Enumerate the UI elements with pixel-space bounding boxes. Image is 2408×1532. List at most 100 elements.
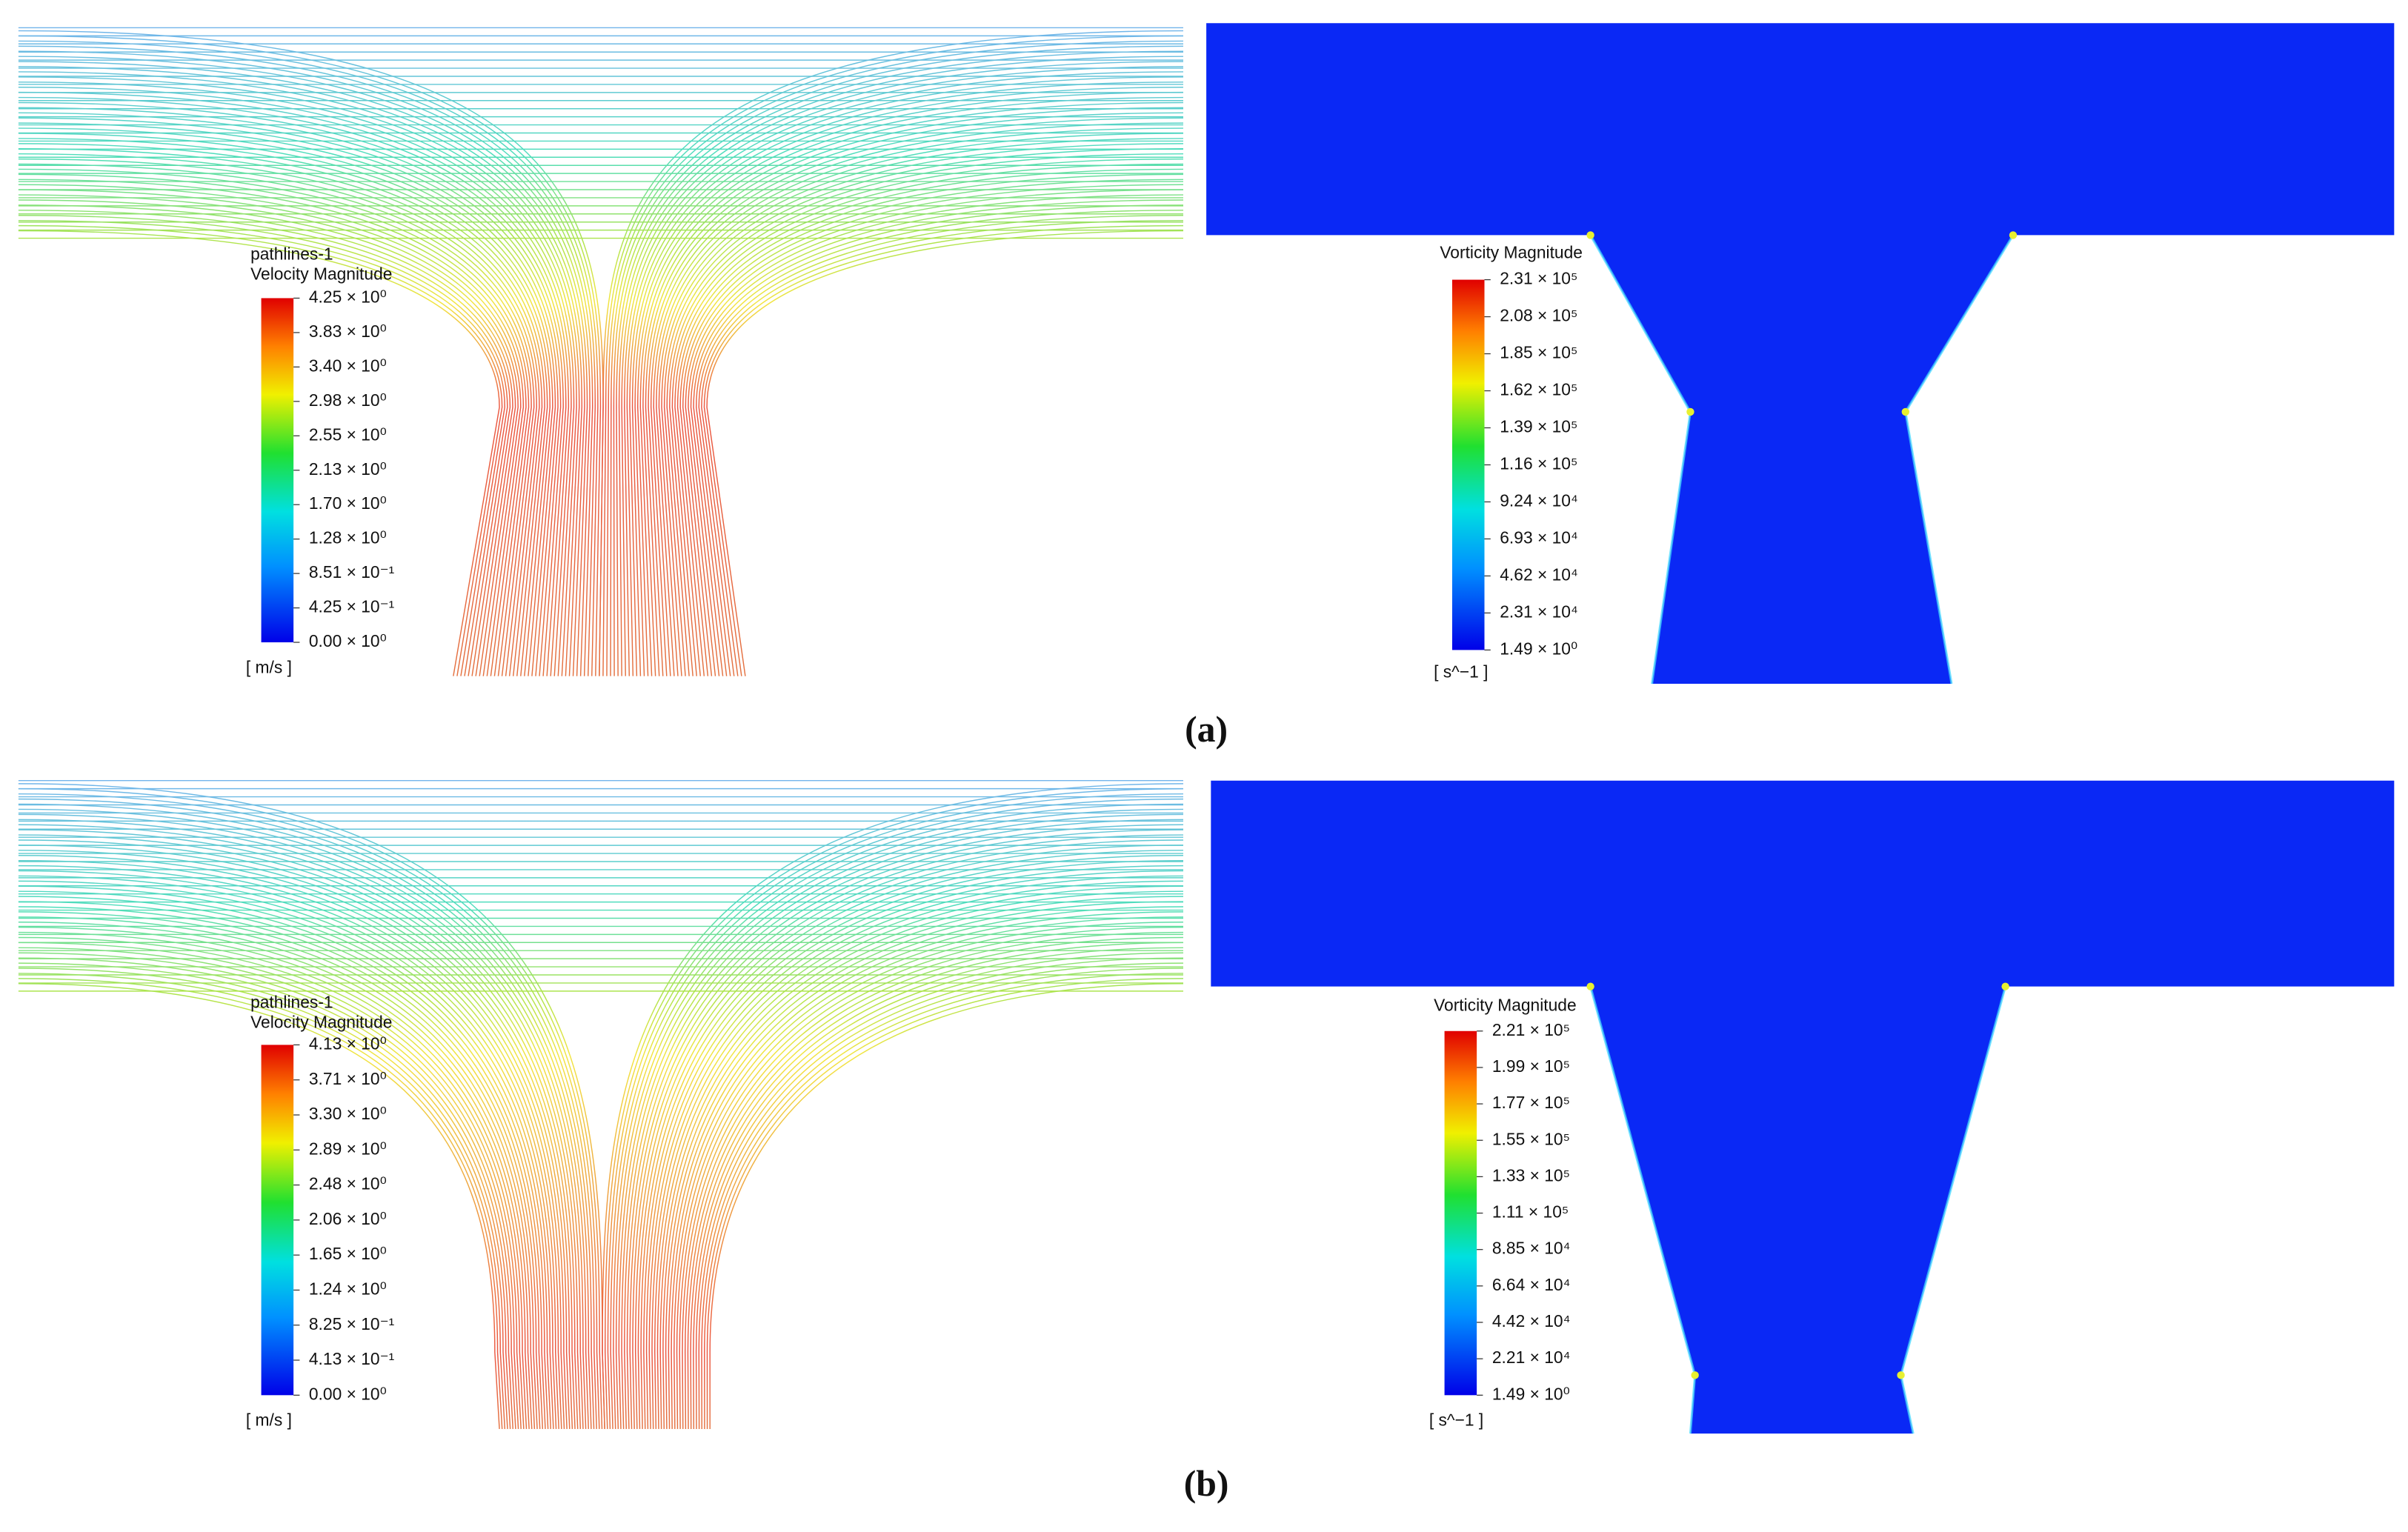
pathline	[18, 808, 592, 1429]
pathline	[658, 138, 1184, 676]
pathline	[18, 30, 604, 676]
pathline	[662, 896, 1184, 1429]
pathline	[18, 983, 500, 1429]
pathline	[18, 803, 595, 1429]
legend-level: 8.25 × 10⁻¹	[309, 1314, 395, 1333]
pathline	[18, 71, 583, 676]
legend-quantity: Vorticity Magnitude	[1434, 996, 1577, 1015]
pathline	[18, 896, 546, 1429]
hotspot	[1686, 407, 1694, 416]
legend-level: 2.21 × 10⁴	[1492, 1348, 1571, 1367]
pathline	[690, 199, 1184, 676]
hotspot	[1897, 1371, 1905, 1379]
colorbar	[1444, 1030, 1477, 1396]
pathline	[18, 199, 516, 676]
pathlines	[18, 779, 1184, 1429]
legend-level: 2.98 × 10⁰	[309, 390, 387, 410]
legend-level: 1.70 × 10⁰	[309, 493, 387, 513]
pathline	[18, 184, 525, 676]
pathline	[18, 56, 591, 676]
pathline	[18, 839, 576, 1429]
pathline	[18, 885, 551, 1429]
pathline	[18, 973, 506, 1429]
legend-level: 1.24 × 10⁰	[309, 1279, 387, 1298]
pathline	[18, 911, 538, 1429]
pathline	[18, 66, 585, 676]
pathline	[18, 855, 568, 1429]
pathline	[624, 824, 1184, 1429]
legend-level: 2.06 × 10⁰	[309, 1209, 387, 1228]
pathline	[685, 189, 1184, 676]
pathline	[18, 153, 540, 676]
legend-unit: [ m/s ]	[246, 657, 292, 676]
legend-level: 1.99 × 10⁵	[1492, 1056, 1570, 1076]
pathline	[701, 219, 1184, 676]
pathline	[690, 947, 1184, 1429]
pathline	[654, 880, 1184, 1429]
pathline	[18, 922, 533, 1429]
legend-level: 3.30 × 10⁰	[309, 1104, 387, 1123]
pathline	[661, 143, 1184, 676]
pathline	[624, 71, 1184, 676]
legend-level: 8.51 × 10⁻¹	[309, 562, 395, 582]
pathline	[18, 117, 559, 676]
pathline	[18, 35, 602, 676]
pathline	[643, 859, 1184, 1429]
legend-level: 4.25 × 10⁻¹	[309, 597, 395, 616]
pathline	[18, 936, 525, 1429]
legend-level: 3.83 × 10⁰	[309, 322, 387, 341]
pathline	[639, 101, 1184, 676]
pathline	[665, 901, 1184, 1429]
pathline	[671, 163, 1184, 676]
pathline	[18, 880, 554, 1429]
pathline	[18, 219, 505, 676]
pathline	[18, 204, 513, 676]
pathline	[18, 122, 556, 676]
pathline	[618, 61, 1184, 676]
legend-level: 1.49 × 10⁰	[1500, 639, 1577, 658]
pathline	[645, 112, 1184, 676]
pathline	[701, 968, 1184, 1429]
pathline	[18, 127, 553, 676]
pathline	[18, 824, 584, 1429]
pathline	[18, 926, 530, 1429]
pathline	[706, 230, 1184, 676]
legend-level: 1.77 × 10⁵	[1492, 1093, 1570, 1112]
legend-level: 0.00 × 10⁰	[309, 1384, 387, 1403]
pathline	[18, 101, 567, 676]
pathline	[18, 107, 564, 676]
pathline	[18, 230, 500, 676]
legend-level: 2.31 × 10⁴	[1500, 602, 1578, 621]
pathline	[18, 158, 538, 676]
pathline	[18, 957, 513, 1429]
pathline	[695, 210, 1184, 676]
pathline	[616, 56, 1184, 676]
pathline	[18, 793, 600, 1429]
pathline	[18, 859, 565, 1429]
pathline	[698, 215, 1184, 676]
pathline	[640, 855, 1184, 1429]
legend-level: 4.25 × 10⁰	[309, 287, 387, 306]
pathline	[18, 61, 588, 676]
pathline	[653, 127, 1184, 676]
pathline	[703, 224, 1184, 676]
pathline	[631, 86, 1184, 676]
pathline	[688, 194, 1184, 676]
pathline	[18, 81, 577, 676]
hotspot	[1901, 407, 1909, 416]
panel-label: (a)	[1185, 709, 1228, 750]
pathline	[18, 210, 511, 676]
pathline	[621, 819, 1184, 1429]
pathline	[679, 179, 1184, 676]
pathline	[18, 813, 589, 1429]
pathline	[704, 973, 1184, 1429]
hotspot	[1691, 1371, 1699, 1379]
legend-level: 1.62 × 10⁵	[1500, 380, 1577, 399]
pathline	[651, 875, 1184, 1429]
pathline	[602, 35, 1184, 676]
pathline	[637, 850, 1184, 1429]
pathline	[18, 916, 536, 1429]
pathline	[682, 184, 1184, 676]
pathline	[18, 173, 530, 676]
pathline	[18, 788, 603, 1429]
